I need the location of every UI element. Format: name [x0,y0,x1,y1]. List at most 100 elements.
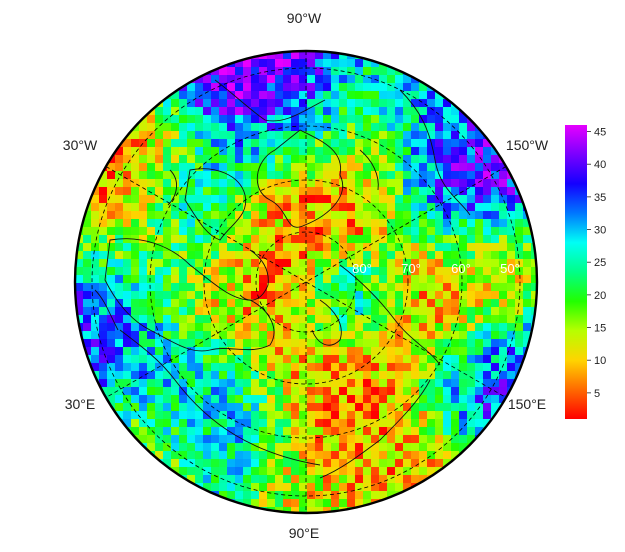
field-cell [219,243,227,251]
field-cell [99,259,107,267]
field-cell [363,347,371,355]
field-cell [427,235,435,243]
field-cell [339,371,347,379]
field-cell [243,83,251,91]
field-cell [139,307,147,315]
field-cell [107,395,115,403]
field-cell [483,139,491,147]
field-cell [291,131,299,139]
field-cell [323,235,331,243]
field-cell [467,291,475,299]
field-cell [275,443,283,451]
field-cell [131,275,139,283]
field-cell [179,155,187,163]
field-cell [347,179,355,187]
field-cell [291,403,299,411]
field-cell [259,307,267,315]
field-cell [451,307,459,315]
field-cell [491,315,499,323]
field-cell [411,315,419,323]
field-cell [411,355,419,363]
field-cell [403,259,411,267]
field-cell [347,291,355,299]
field-cell [275,355,283,363]
field-cell [483,283,491,291]
field-cell [163,275,171,283]
field-cell [291,91,299,99]
field-cell [499,275,507,283]
field-cell [227,387,235,395]
field-cell [419,323,427,331]
field-cell [123,283,131,291]
field-cell [355,67,363,75]
field-cell [507,347,515,355]
field-cell [219,323,227,331]
field-cell [267,467,275,475]
field-cell [235,211,243,219]
field-cell [283,507,291,513]
field-cell [491,291,499,299]
field-cell [243,171,251,179]
field-cell [219,459,227,467]
field-cell [371,323,379,331]
field-cell [83,227,91,235]
field-cell [323,315,331,323]
field-cell [227,267,235,275]
field-cell [251,315,259,323]
field-cell [179,355,187,363]
field-cell [323,219,331,227]
field-cell [243,491,251,499]
field-cell [299,291,307,299]
field-cell [163,187,171,195]
field-cell [259,491,267,499]
field-cell [483,307,491,315]
field-cell [107,299,115,307]
field-cell [411,371,419,379]
field-cell [443,187,451,195]
field-cell [451,355,459,363]
field-cell [211,395,219,403]
field-cell [387,67,395,75]
field-cell [331,219,339,227]
field-cell [323,115,331,123]
field-cell [427,387,435,395]
field-cell [219,283,227,291]
field-cell [331,475,339,483]
field-cell [475,339,483,347]
field-cell [91,275,99,283]
field-cell [275,155,283,163]
field-cell [155,171,163,179]
field-cell [299,219,307,227]
field-cell [515,251,523,259]
field-cell [379,131,387,139]
field-cell [315,499,323,507]
field-cell [371,75,379,83]
field-cell [115,411,123,419]
field-cell [435,475,443,483]
field-cell [251,459,259,467]
field-cell [291,451,299,459]
field-cell [363,419,371,427]
field-cell [155,195,163,203]
field-cell [195,379,203,387]
field-cell [291,123,299,131]
field-cell [491,195,499,203]
field-cell [259,91,267,99]
field-cell [387,403,395,411]
field-cell [371,123,379,131]
field-cell [283,51,291,59]
field-cell [147,435,155,443]
field-cell [187,219,195,227]
field-cell [515,283,523,291]
field-cell [195,371,203,379]
field-cell [283,347,291,355]
field-cell [195,123,203,131]
field-cell [203,171,211,179]
field-cell [187,123,195,131]
field-cell [235,139,243,147]
field-cell [139,243,147,251]
field-cell [387,107,395,115]
field-cell [267,195,275,203]
field-cell [371,243,379,251]
field-cell [515,363,523,371]
